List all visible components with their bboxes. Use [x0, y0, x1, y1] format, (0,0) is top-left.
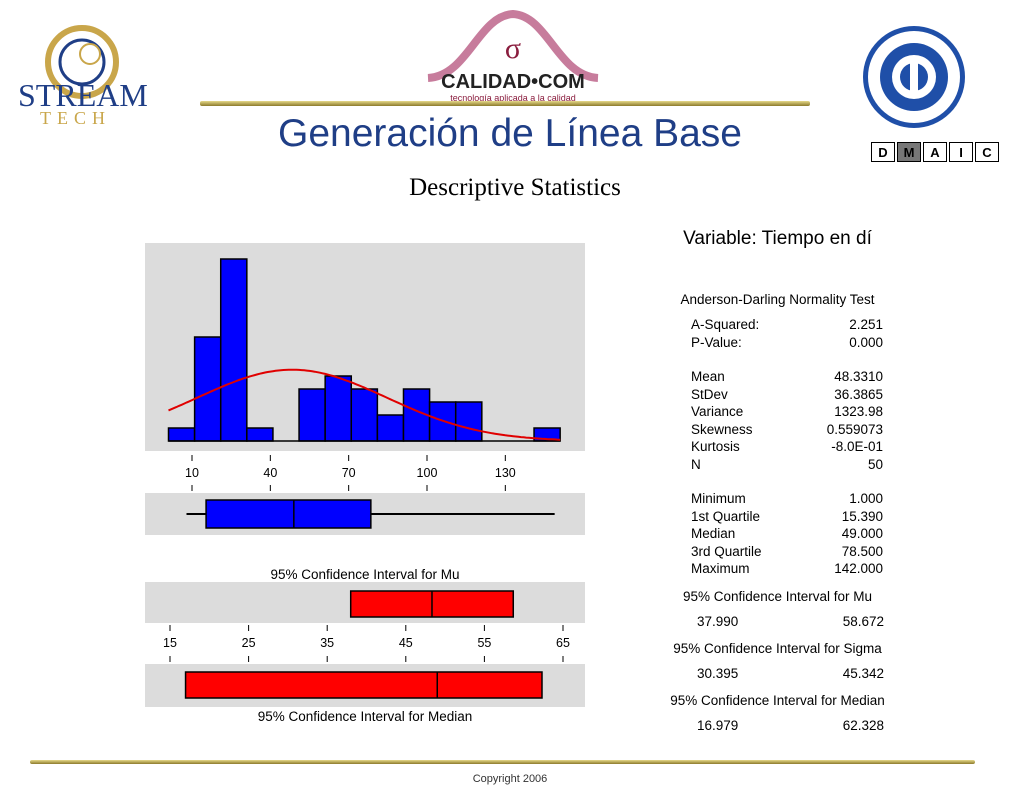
- moment-stat-value: 50: [867, 456, 883, 472]
- ci-tick-label: 55: [477, 636, 491, 650]
- ci-median-low: 16.979: [697, 718, 739, 733]
- quantile-stat-label: Maximum: [691, 561, 750, 576]
- header-rule: [200, 101, 810, 106]
- quantile-stat-value: 1.000: [849, 491, 883, 506]
- ci-sigma-high: 45.342: [842, 666, 884, 681]
- page-title: Generación de Línea Base: [277, 112, 742, 155]
- moment-stat-row: Skewness 0.559073: [691, 422, 883, 439]
- copyright-text: Copyright 2006: [472, 773, 548, 785]
- ad-stat-label: A-Squared:: [691, 317, 760, 332]
- moment-stat-row: StDev 36.3865: [691, 387, 883, 404]
- quantile-stat-row: 3rd Quartile 78.500: [691, 544, 883, 561]
- normal-curve: [168, 368, 561, 441]
- histogram-bar: [350, 388, 379, 442]
- moment-stat-row: N 50: [691, 457, 883, 474]
- histogram-bar: [219, 258, 248, 442]
- stream-logo-text: STREAM: [18, 77, 147, 113]
- boxplot-box: [205, 499, 372, 529]
- ci-sigma-values: 30.395 45.342: [645, 666, 910, 684]
- quantile-stat-row: Maximum 142.000: [691, 561, 883, 578]
- histogram-tick-label: 100: [417, 466, 438, 480]
- ci-sigma-title: 95% Confidence Interval for Sigma: [673, 641, 882, 656]
- histogram-bar: [454, 401, 483, 442]
- moment-stat-row: Variance 1323.98: [691, 404, 883, 421]
- quantile-stat-row: Median 49.000: [691, 526, 883, 543]
- moment-stat-value: 36.3865: [834, 386, 883, 402]
- ci-tick-label: 45: [399, 636, 413, 650]
- histogram-tick-label: 130: [495, 466, 516, 480]
- ci-mu-low: 37.990: [697, 614, 739, 629]
- histogram-bar: [246, 427, 274, 442]
- ci-median-high: 62.328: [842, 718, 884, 733]
- quantile-stat-value: 15.390: [841, 508, 883, 524]
- moment-stat-value: 1323.98: [834, 404, 883, 419]
- histogram-tick-label: 40: [263, 466, 277, 480]
- histogram-bar: [298, 388, 326, 442]
- normality-test-title: Anderson-Darling Normality Test: [680, 292, 875, 307]
- dmaic-m: M: [897, 142, 921, 162]
- moment-stat-label: Variance: [691, 404, 744, 419]
- moment-stat-label: StDev: [691, 386, 728, 402]
- ci-tick-label: 25: [242, 636, 256, 650]
- ad-stat-value: 2.251: [849, 317, 883, 332]
- quantile-stat-label: Median: [691, 526, 736, 541]
- ci-mu-title: 95% Confidence Interval for Mu: [682, 589, 873, 604]
- ci-mu-values: 37.990 58.672: [645, 614, 910, 632]
- ci-mu-high: 58.672: [842, 614, 884, 629]
- ci-mu-chart-title: 95% Confidence Interval for Mu: [270, 567, 459, 582]
- quantile-stat-row: Minimum 1.000: [691, 491, 883, 508]
- ci-sigma-low: 30.395: [697, 666, 739, 681]
- ad-stat-value: 0.000: [849, 334, 883, 350]
- moment-stat-value: -8.0E-01: [831, 439, 883, 454]
- moment-stat-label: Kurtosis: [691, 439, 740, 454]
- sigma-symbol: σ: [505, 32, 521, 65]
- calidad-logo-text: CALIDAD•COM: [441, 71, 585, 93]
- moment-stat-value: 0.559073: [826, 421, 883, 437]
- ci-median-title: 95% Confidence Interval for Median: [670, 693, 885, 708]
- quantile-stat-label: Minimum: [691, 491, 746, 506]
- dmaic-d: D: [871, 142, 895, 162]
- dmaic-i: I: [949, 142, 973, 162]
- histogram-tick-label: 10: [185, 466, 199, 480]
- histogram-bar: [376, 414, 405, 442]
- moment-stat-label: Skewness: [691, 421, 753, 437]
- quantile-stat-label: 3rd Quartile: [691, 543, 762, 559]
- calidad-com-logo: σ CALIDAD•COM tecnología aplicada a la c…: [427, 9, 599, 103]
- quantile-stat-value: 78.500: [841, 543, 883, 559]
- moment-stat-row: Mean 48.3310: [691, 369, 883, 386]
- page-subtitle: Descriptive Statistics: [409, 174, 621, 201]
- ci-median-bar: [184, 671, 543, 699]
- stream-tech-logo: STREAM TECH: [18, 25, 147, 126]
- dmaic-c: C: [975, 142, 999, 162]
- tech-logo-text: TECH: [40, 108, 111, 126]
- histogram-bar: [324, 375, 353, 442]
- ci-tick-label: 15: [163, 636, 177, 650]
- footer-rule: [30, 760, 975, 764]
- ci-tick-label: 65: [556, 636, 570, 650]
- histogram-bar: [167, 427, 196, 442]
- ci-median-values: 16.979 62.328: [645, 718, 910, 736]
- dmaic-a: A: [923, 142, 947, 162]
- variable-label: Variable: Tiempo en dí: [683, 228, 872, 249]
- quantile-stat-value: 49.000: [841, 526, 883, 541]
- moment-stat-value: 48.3310: [834, 369, 883, 384]
- quantile-stat-label: 1st Quartile: [691, 508, 761, 524]
- ad-stat-row: P-Value: 0.000: [691, 335, 883, 352]
- moment-stat-label: N: [691, 456, 701, 472]
- descriptive-statistics-chart: 95% Confidence Interval for Mu 95% Confi…: [145, 243, 585, 724]
- quantile-stat-row: 1st Quartile 15.390: [691, 509, 883, 526]
- moment-stat-label: Mean: [691, 369, 725, 384]
- moment-stat-row: Kurtosis -8.0E-01: [691, 439, 883, 456]
- histogram-tick-label: 70: [342, 466, 356, 480]
- ci-median-chart-title: 95% Confidence Interval for Median: [258, 709, 473, 724]
- calidad-tagline: tecnología aplicada a la calidad: [450, 93, 576, 103]
- ad-stat-row: A-Squared: 2.251: [691, 317, 883, 334]
- quantile-stat-value: 142.000: [834, 561, 883, 576]
- ci-tick-label: 35: [320, 636, 334, 650]
- ad-stat-label: P-Value:: [691, 334, 742, 350]
- dmaic-indicator: D M A I C: [871, 142, 1001, 162]
- six-sigma-society-seal: [863, 26, 965, 128]
